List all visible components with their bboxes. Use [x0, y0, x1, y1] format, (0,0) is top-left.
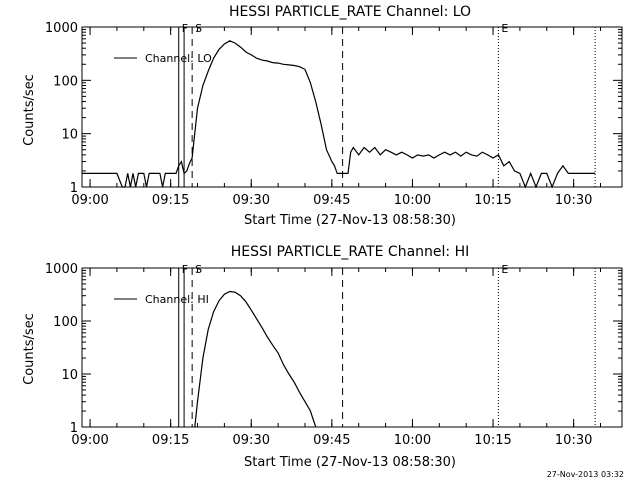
y-tick-label: 10: [61, 368, 78, 383]
y-tick-label: 100: [53, 74, 78, 89]
chart-title-hi: HESSI PARTICLE_RATE Channel: HI: [231, 244, 469, 260]
event-marker-label: S: [195, 263, 202, 276]
lo-channel-panel: HESSI PARTICLE_RATE Channel: LO Start Ti…: [22, 4, 623, 228]
event-marker-label: E: [501, 263, 508, 276]
y-tick-label: 1000: [45, 21, 78, 36]
x-tick-label: 09:45: [313, 433, 350, 448]
x-axis-label-hi: Start Time (27-Nov-13 08:58:30): [244, 455, 456, 470]
hi-channel-panel: HESSI PARTICLE_RATE Channel: HI Start Ti…: [22, 244, 623, 470]
y-axis-label-lo: Counts/sec: [22, 74, 37, 146]
y-axis-label-hi: Counts/sec: [22, 313, 37, 385]
x-tick-label: 10:30: [555, 193, 592, 208]
legend-label: Channel: LO: [145, 52, 212, 65]
x-tick-label: 09:45: [313, 193, 350, 208]
event-marker-label: S: [195, 22, 202, 35]
x-tick-label: 10:00: [394, 193, 431, 208]
plot-frame: [81, 267, 623, 428]
event-marker-label: F: [182, 22, 188, 35]
timestamp-stamp: 27-Nov-2013 03:32: [547, 470, 624, 479]
x-tick-label: 09:30: [233, 433, 270, 448]
y-tick-label: 100: [53, 315, 78, 330]
y-tick-label: 1: [70, 421, 78, 436]
legend-label: Channel: HI: [145, 293, 209, 306]
series-line: [194, 290, 317, 428]
x-tick-label: 09:15: [152, 193, 189, 208]
x-tick-label: 09:00: [71, 193, 108, 208]
event-marker-label: E: [501, 22, 508, 35]
x-tick-label: 09:15: [152, 433, 189, 448]
x-tick-label: 10:00: [394, 433, 431, 448]
x-tick-label: 09:30: [233, 193, 270, 208]
y-tick-label: 1: [70, 181, 78, 196]
x-axis-label-lo: Start Time (27-Nov-13 08:58:30): [244, 213, 456, 228]
x-tick-label: 10:15: [474, 433, 511, 448]
x-tick-label: 09:00: [71, 433, 108, 448]
series-line: [82, 40, 596, 189]
event-marker-label: F: [182, 263, 188, 276]
y-tick-label: 10: [61, 128, 78, 143]
plot-frame: [81, 26, 623, 188]
y-tick-label: 1000: [45, 262, 78, 277]
chart-title-lo: HESSI PARTICLE_RATE Channel: LO: [229, 4, 471, 20]
x-tick-label: 10:15: [474, 193, 511, 208]
x-tick-label: 10:30: [555, 433, 592, 448]
